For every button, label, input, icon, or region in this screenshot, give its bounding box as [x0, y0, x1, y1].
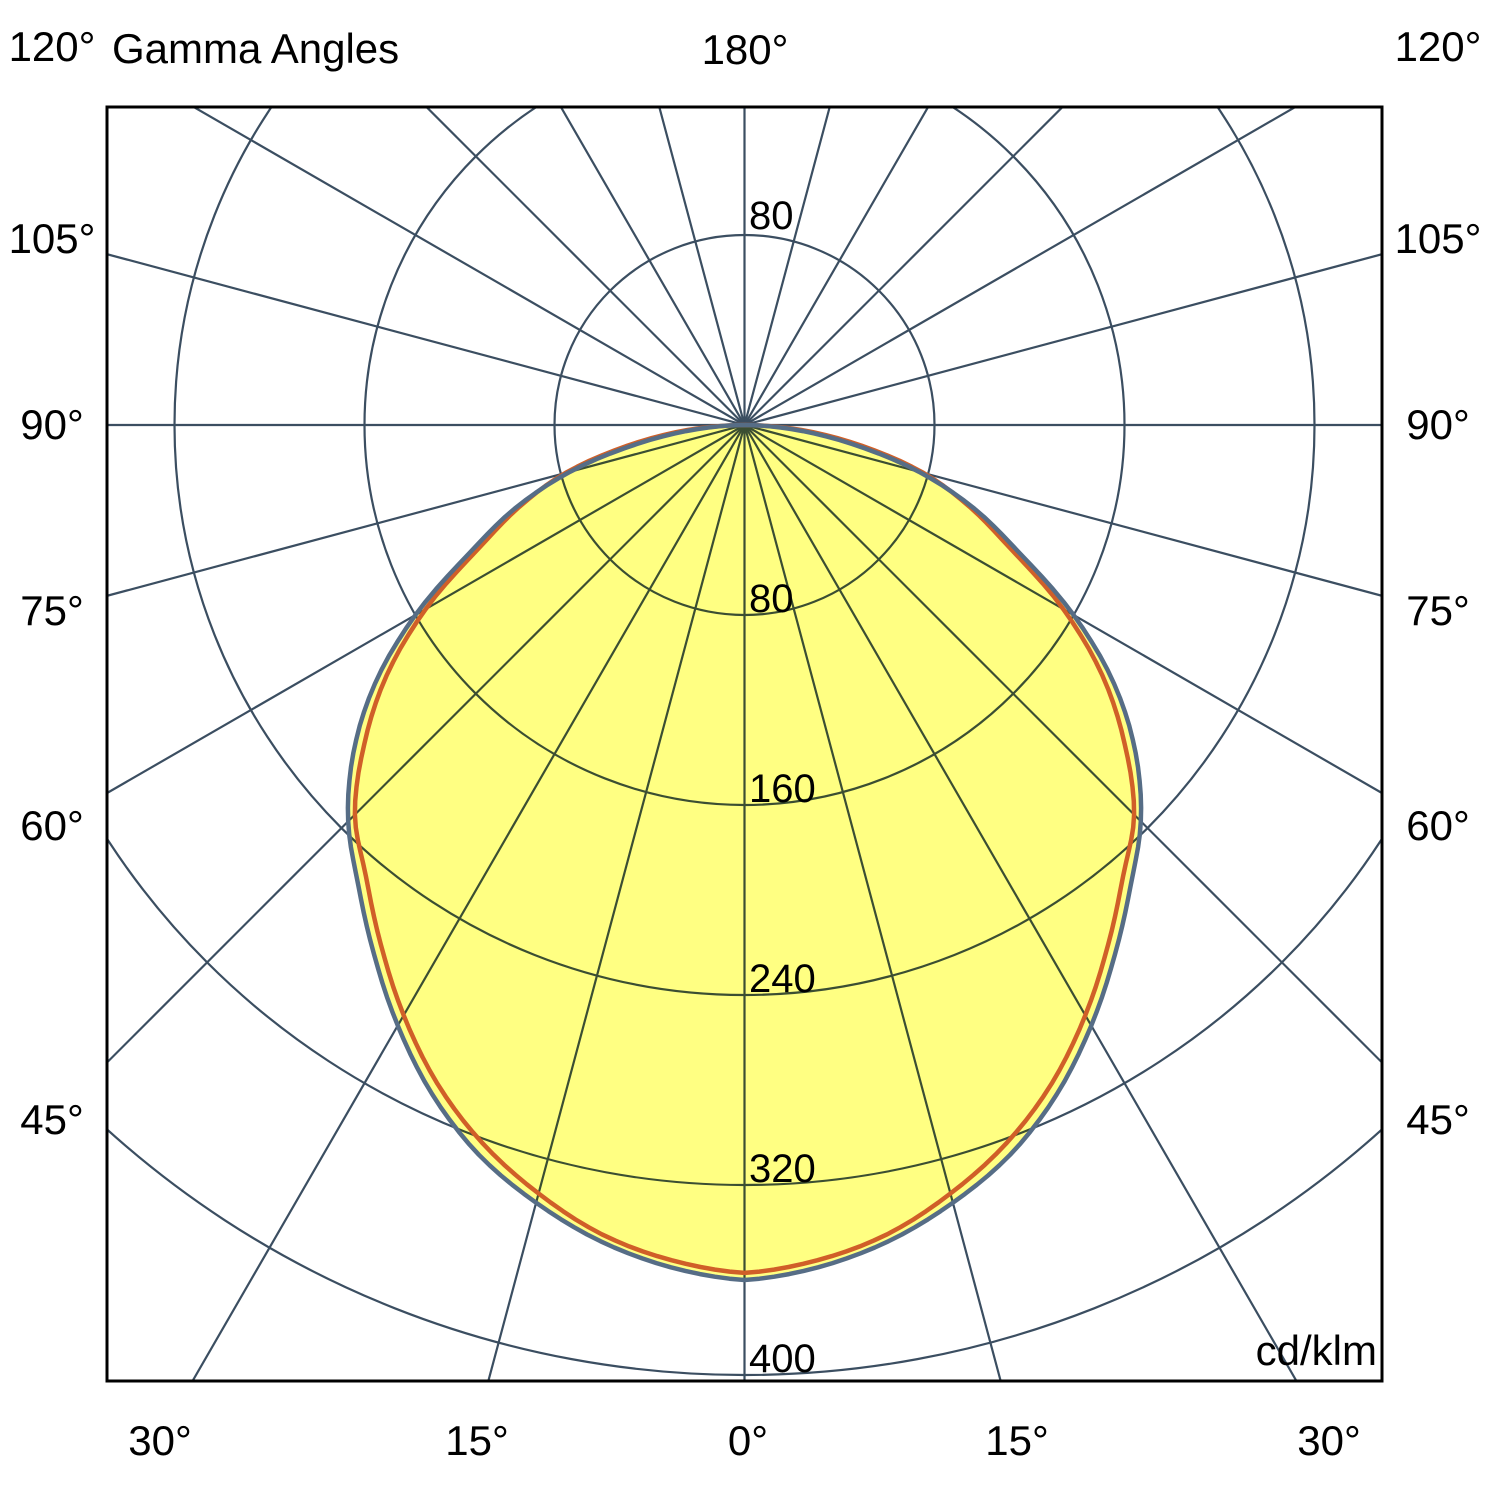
- angle-label-right-120: 120°: [1394, 23, 1482, 70]
- angle-label-bottom-0: 0°: [727, 1417, 769, 1464]
- plot-frame: [105, 105, 1384, 1383]
- angle-label-bottom-30R: 30°: [1297, 1417, 1361, 1464]
- intensity-ring: [107, 1127, 1382, 1376]
- angle-label-bottom-30L: 30°: [128, 1417, 192, 1464]
- ring-label-320: 320: [749, 1147, 816, 1191]
- angle-label-top-180: 180°: [701, 26, 789, 73]
- angle-label-right-105: 105°: [1394, 215, 1482, 262]
- angle-label-left-75: 75°: [20, 587, 84, 634]
- ring-label-240: 240: [749, 957, 816, 1001]
- angle-label-bottom-15R: 15°: [985, 1417, 1049, 1464]
- angle-label-right-90: 90°: [1406, 401, 1470, 448]
- angle-label-bottom-15L: 15°: [445, 1417, 509, 1464]
- photometric-curve-blue: [345, 422, 1144, 1283]
- photometric-curve-red: [352, 422, 1137, 1276]
- angle-label-right-60: 60°: [1406, 802, 1470, 849]
- angle-label-left-90: 90°: [20, 401, 84, 448]
- angle-label-left-45: 45°: [20, 1096, 84, 1143]
- angle-label-left-105: 105°: [8, 215, 96, 262]
- angle-label-right-45: 45°: [1406, 1096, 1470, 1143]
- page-title: Gamma Angles: [112, 25, 400, 72]
- ring-label-400: 400: [749, 1337, 816, 1381]
- intensity-distribution-fill: [347, 425, 1142, 1280]
- angle-label-left-120: 120°: [8, 23, 96, 70]
- angle-label-right-75: 75°: [1406, 587, 1470, 634]
- unit-label: cd/klm: [1255, 1327, 1377, 1374]
- ring-label-160: 160: [749, 767, 816, 811]
- ring-label-top-80: 80: [749, 194, 794, 238]
- angle-label-left-60: 60°: [20, 802, 84, 849]
- ring-label-80: 80: [749, 577, 794, 621]
